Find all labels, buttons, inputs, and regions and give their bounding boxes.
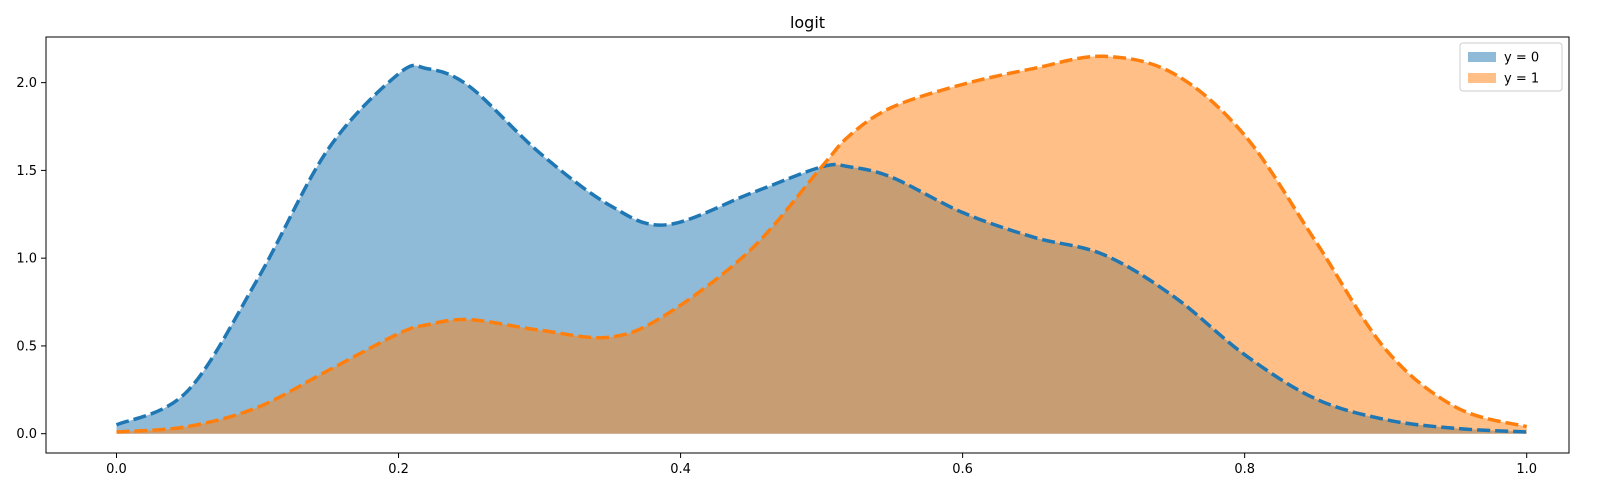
density-line-y-0 bbox=[115, 63, 1527, 434]
y-tick-label: 1.0 bbox=[16, 252, 37, 267]
x-axis: 0.0 0.2 0.4 0.6 0.8 1.0 bbox=[106, 453, 1537, 477]
legend-label-y-1: y = 1 bbox=[1504, 72, 1539, 87]
x-tick-label: 0.2 bbox=[388, 462, 409, 477]
plot-frame bbox=[45, 36, 1570, 454]
y-tick-label: 0.5 bbox=[16, 339, 37, 354]
x-tick-label: 0.0 bbox=[106, 462, 127, 477]
legend-swatch-y-0 bbox=[1468, 52, 1496, 62]
y-tick-label: 1.5 bbox=[16, 164, 37, 179]
y-axis: 0.0 0.5 1.0 1.5 2.0 bbox=[16, 76, 46, 442]
y-tick-label: 0.0 bbox=[16, 427, 37, 442]
x-tick-label: 0.6 bbox=[952, 462, 973, 477]
density-line-y-1 bbox=[116, 54, 1528, 434]
legend: y = 0 y = 1 bbox=[1459, 42, 1563, 92]
area-fill-y-1 bbox=[116, 56, 1527, 434]
legend-label-y-0: y = 0 bbox=[1504, 51, 1539, 66]
x-tick-label: 1.0 bbox=[1516, 462, 1537, 477]
x-tick-label: 0.8 bbox=[1234, 462, 1255, 477]
y-tick-label: 2.0 bbox=[16, 76, 37, 91]
legend-swatch-y-1 bbox=[1468, 73, 1496, 83]
chart-title: logit bbox=[790, 13, 825, 32]
x-tick-label: 0.4 bbox=[670, 462, 691, 477]
